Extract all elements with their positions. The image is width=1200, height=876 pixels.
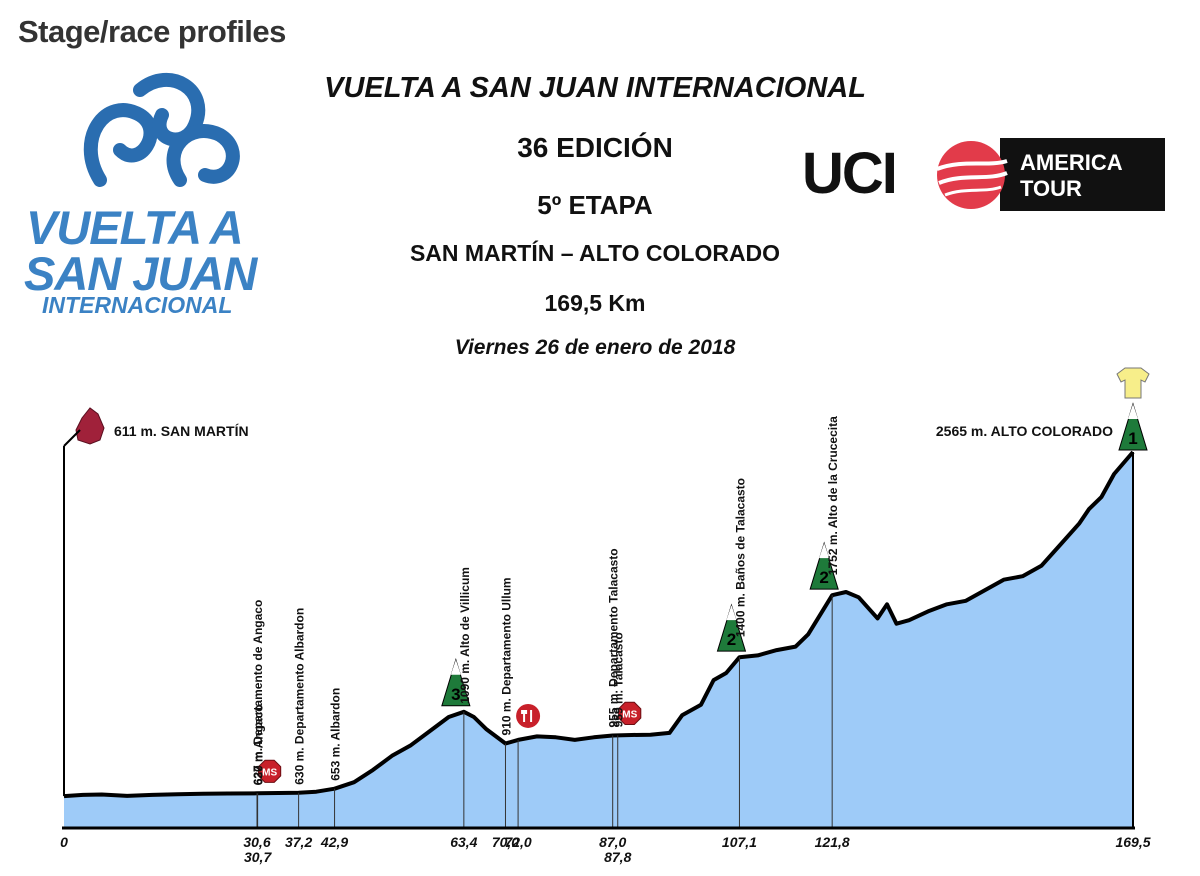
uci-america-tour-logo: UCI AMERICA TOUR [800,138,1165,211]
waypoint-label: 1400 m. Baños de Talacasto [733,478,747,637]
waypoint-label: 653 m. Albardon [329,688,343,781]
leader-jersey-icon [1116,367,1150,399]
climb-category-icon: 2 [716,603,747,652]
km-label: 30,7 [244,849,272,865]
km-label: 169,5 [1115,834,1150,850]
logo-line2: SAN JUAN [24,247,257,300]
stage-distance: 169,5 Km [544,290,646,316]
sprint-octagon [618,701,642,725]
climb-category: 2 [727,630,736,649]
climb-category: 2 [819,568,828,587]
waypoint-label: 959 m. Talacasto [612,632,626,727]
km-label: 87,8 [604,849,631,865]
km-label: 121,8 [815,834,850,850]
stage-route: SAN MARTÍN – ALTO COLORADO [409,240,781,266]
mountain-icon [1118,402,1148,451]
km-label: 37,2 [285,834,312,850]
waypoint-label: 1090 m. Alto de Villicum [458,567,472,704]
waypoint-label: 630 m. Departamento Albardon [293,608,307,785]
sprint-octagon [258,759,282,783]
km-label: 87,0 [599,834,626,850]
logo-line3: INTERNACIONAL [42,292,233,318]
profile-area [64,452,1133,828]
sprint-icon: MS [618,701,642,725]
sprint-label: MS [262,767,277,778]
race-name: VUELTA A SAN JUAN INTERNACIONAL [324,72,866,104]
climb-category-icon: 1 [1118,402,1148,451]
snow-cap [1128,404,1138,419]
finish-label: 2565 m. ALTO COLORADO [936,423,1113,439]
mountain-icon [809,541,839,590]
km-label: 63,4 [450,834,477,850]
mountain-icon [441,658,471,707]
start-icon [75,407,105,445]
climb-category-icon: 2 [809,541,839,590]
tour-box [1000,138,1165,211]
km-label: 42,9 [320,834,348,850]
edition: 36 EDICIÓN [517,132,673,163]
uci-brand: UCI [802,141,898,206]
waypoint-label: 627 m. Departamento de Angaco [251,600,265,786]
waypoint-label: 910 m. Departamento Ullum [499,577,513,735]
feed-zone-icon [516,703,541,728]
tour-line2: TOUR [1020,176,1082,201]
waypoint-label: 1752 m. Alto de la Crucecita [826,416,840,575]
start-connector [63,429,81,447]
snow-cap [726,605,737,621]
stage-date: Viernes 26 de enero de 2018 [454,336,736,359]
snow-cap [450,659,461,675]
logo-line1: VUELTA A [26,201,244,254]
uci-ball-icon [936,141,1008,209]
km-label: 30,6 [243,834,270,850]
start-label: 611 m. SAN MARTÍN [114,423,249,439]
km-label: 0 [60,834,68,850]
km-label: 107,1 [722,834,757,850]
climb-category: 1 [1128,429,1137,448]
climb-category: 3 [451,685,460,704]
waypoint-label: 630 m Angaco [252,704,266,785]
fork-knife-icon [521,709,533,722]
climb-category-icon: 3 [441,658,471,707]
vuelta-san-juan-logo: VUELTA A SAN JUAN INTERNACIONAL [20,70,290,330]
waypoint-label: 955 m. Departamento Talacasto [607,548,621,727]
mountain-icon [716,603,747,652]
km-label: 70,0 [492,834,519,850]
tour-line1: AMERICA [1020,150,1123,175]
snow-cap [819,543,830,559]
stage-number: 5º ETAPA [537,190,653,220]
km-label: 72,0 [504,834,531,850]
sprint-icon: MS [258,759,282,783]
swirl-icon [83,73,240,187]
feed-circle [516,703,541,728]
page-heading: Stage/race profiles [18,14,286,49]
sprint-label: MS [622,709,637,720]
